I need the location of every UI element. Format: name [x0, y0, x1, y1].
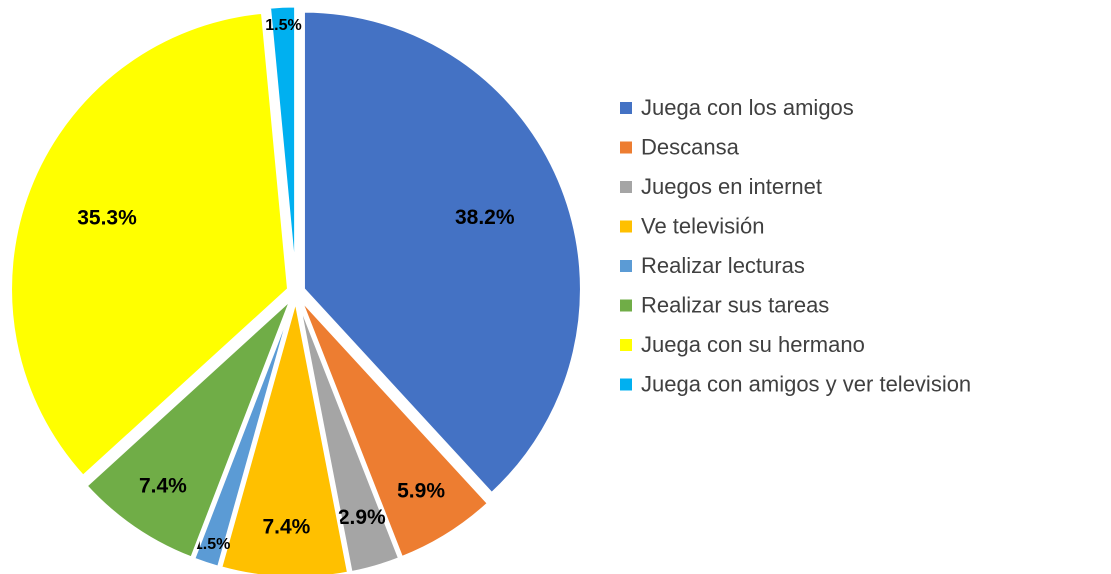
- data-label: 35.3%: [77, 207, 137, 230]
- legend-label: Juegos en internet: [641, 174, 822, 199]
- legend-label: Juega con los amigos: [641, 95, 854, 120]
- legend-label: Descansa: [641, 134, 740, 159]
- pie-slice: [83, 297, 293, 561]
- data-label: 7.4%: [262, 515, 310, 538]
- data-label: 2.9%: [338, 506, 386, 529]
- pie-slice: [191, 299, 295, 570]
- pie-slice: [296, 299, 402, 574]
- legend-swatch: [620, 260, 632, 272]
- legend-swatch: [620, 102, 632, 114]
- pie-slice: [267, 4, 298, 285]
- data-label: 38.2%: [455, 206, 515, 229]
- legend-label: Juega con su hermano: [641, 332, 865, 357]
- legend-swatch: [620, 220, 632, 233]
- legend-label: Ve televisión: [641, 213, 765, 238]
- legend-swatch: [620, 299, 632, 312]
- data-label: 5.9%: [397, 480, 445, 503]
- legend-label: Juega con amigos y ver television: [641, 371, 971, 396]
- pie-slice: [298, 297, 491, 560]
- legend-swatch: [620, 141, 632, 154]
- legend-label: Realizar sus tareas: [641, 292, 829, 317]
- data-label: 1.5%: [194, 536, 230, 553]
- legend-label: Realizar lecturas: [641, 253, 805, 278]
- legend-swatch: [620, 378, 632, 391]
- legend-swatch: [620, 339, 632, 351]
- pie-slice: [9, 10, 291, 479]
- data-label: 7.4%: [139, 474, 187, 497]
- legend-swatch: [620, 181, 632, 193]
- pie-slice: [301, 9, 583, 496]
- data-label: 1.5%: [265, 17, 301, 34]
